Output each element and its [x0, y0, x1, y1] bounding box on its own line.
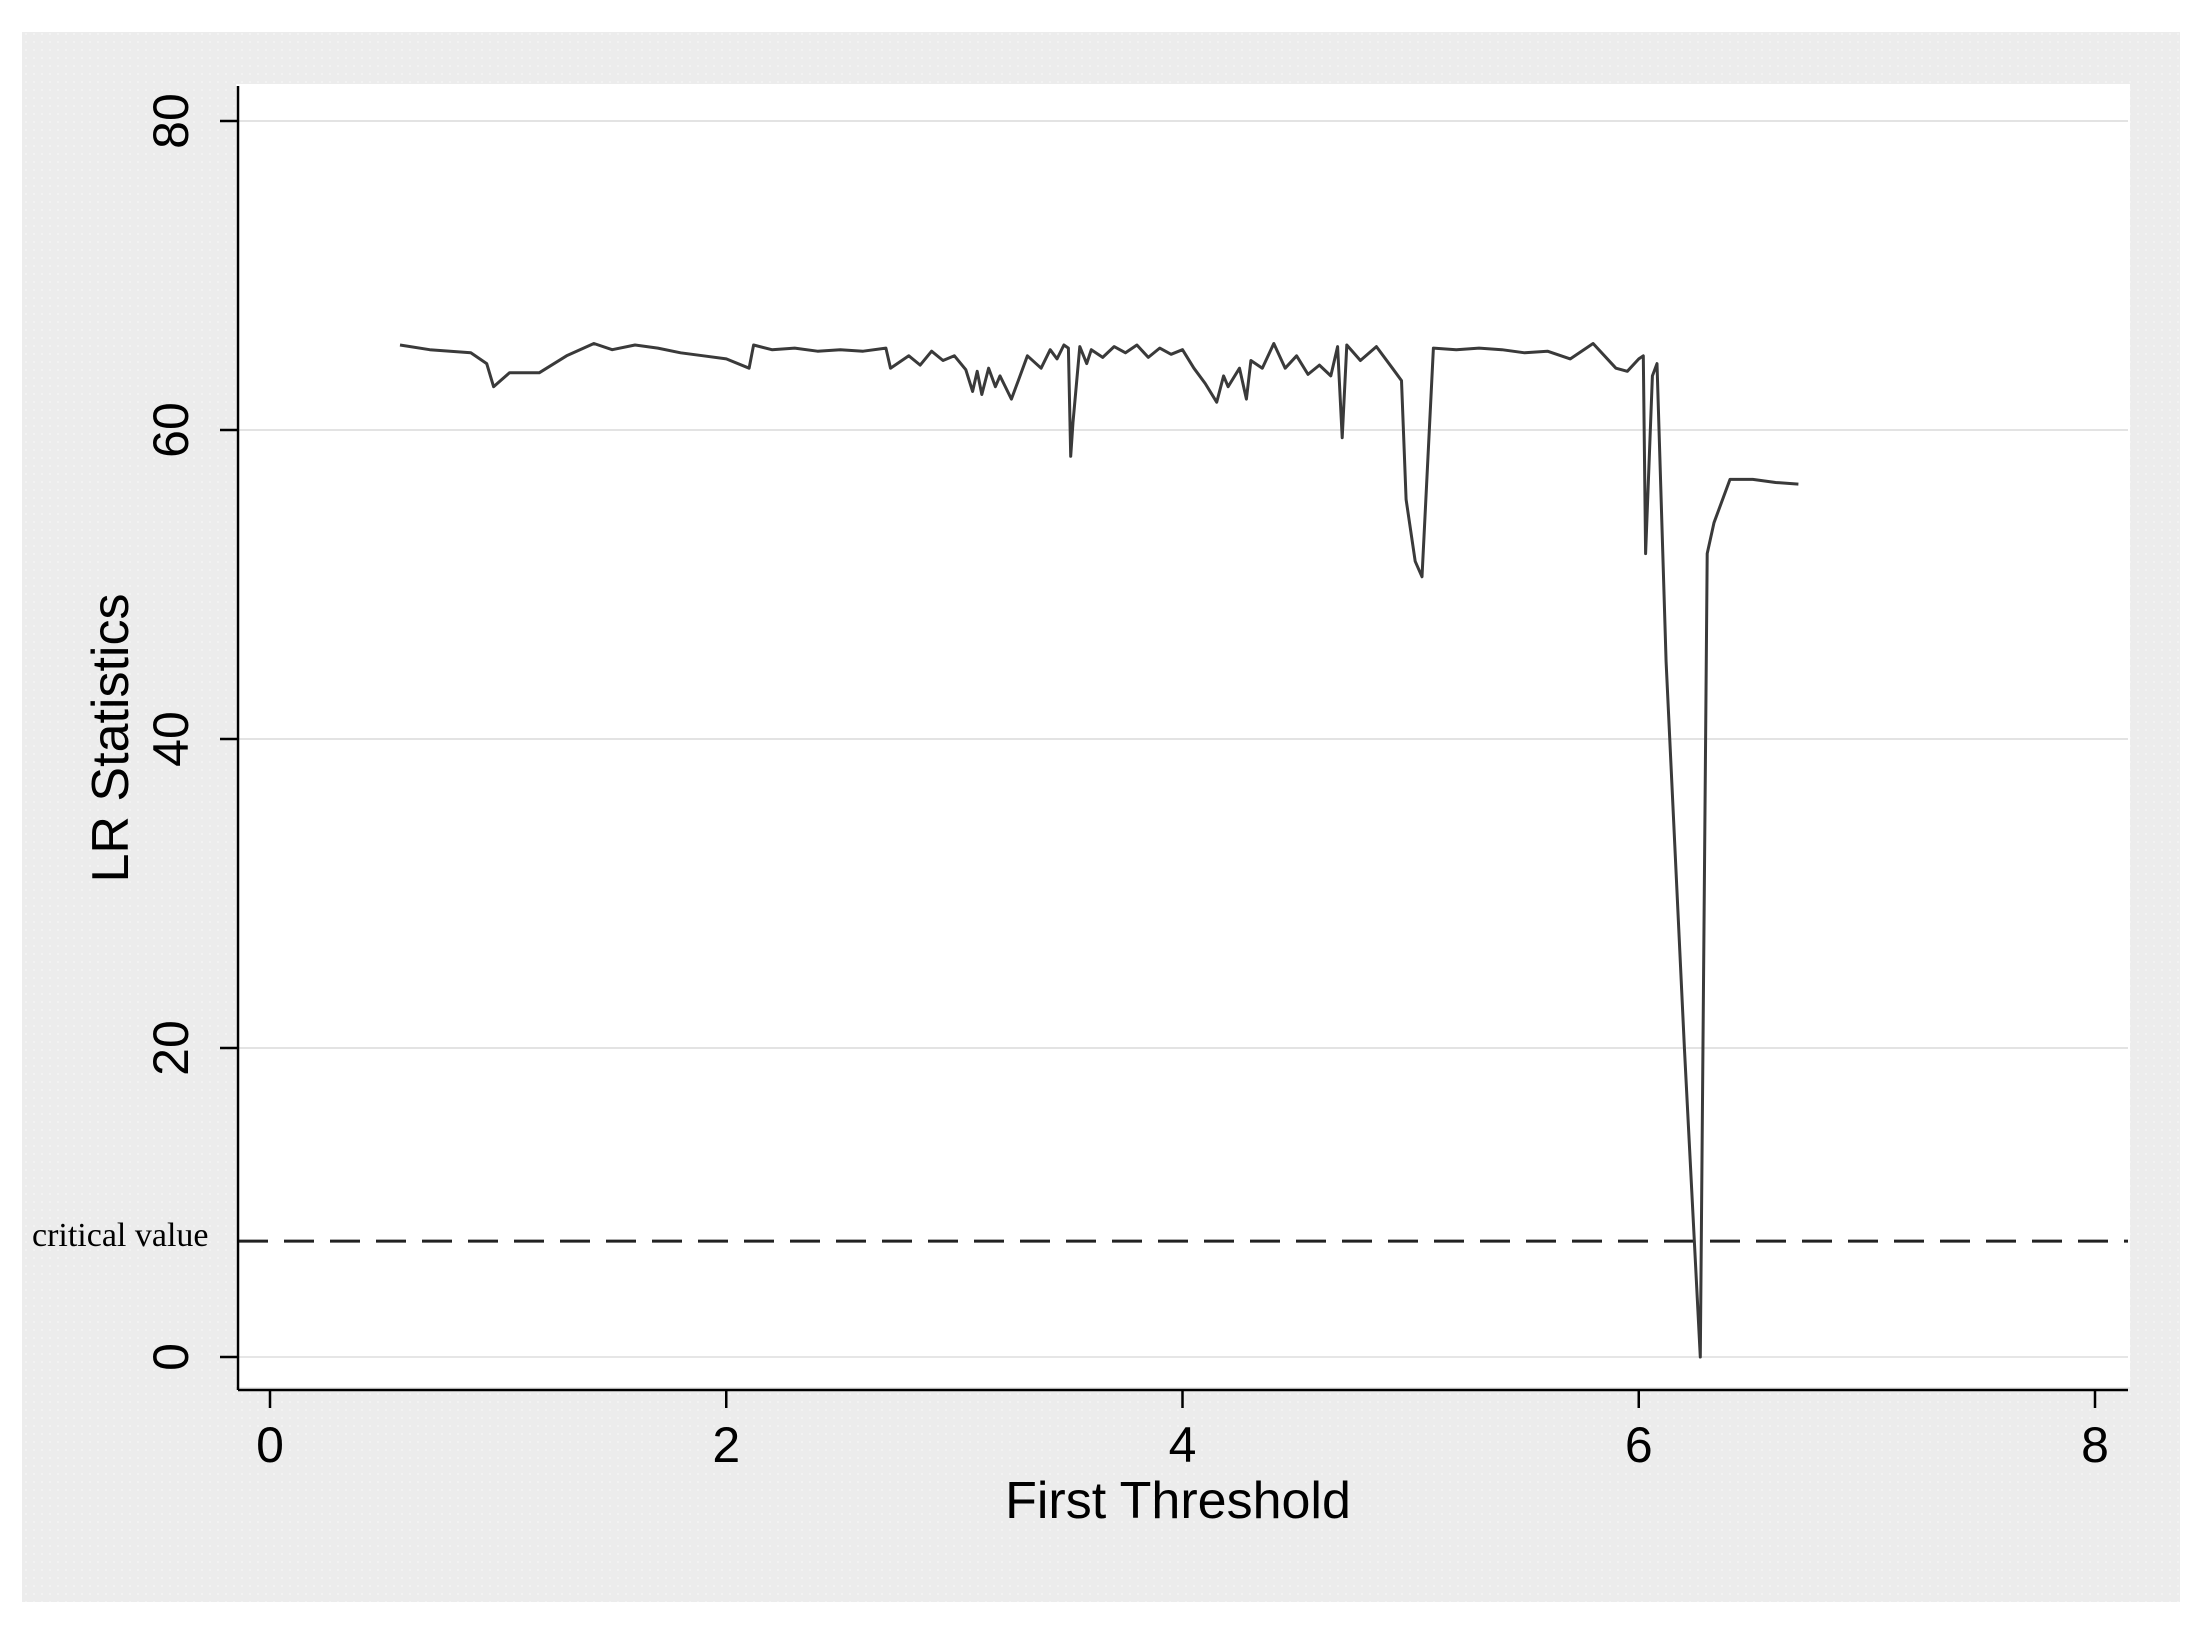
series-line-0: [399, 342, 1799, 1359]
y-tick-label-60: 60: [143, 402, 199, 458]
tick-labels: 0 20 40 60 80 0 2 4 6 8: [143, 93, 2109, 1473]
axes: [220, 86, 2128, 1408]
x-axis-title: First Threshold: [1005, 1472, 1351, 1530]
plot-area: [236, 84, 2130, 1387]
x-tick-label-4: 4: [1169, 1417, 1197, 1473]
x-tick-label-0: 0: [256, 1417, 284, 1473]
y-tick-label-80: 80: [143, 93, 199, 149]
x-tick-label-8: 8: [2081, 1417, 2109, 1473]
x-tick-label-6: 6: [1625, 1417, 1653, 1473]
series-layer: [399, 342, 1799, 1359]
y-tick-label-20: 20: [143, 1020, 199, 1076]
y-tick-label-40: 40: [143, 711, 199, 767]
x-tick-label-2: 2: [712, 1417, 740, 1473]
gridlines: [238, 120, 2128, 1358]
y-tick-label-0: 0: [143, 1343, 199, 1371]
y-axis-title: LR Statistics: [82, 594, 140, 883]
critical-value-label: critical value: [32, 1217, 209, 1254]
